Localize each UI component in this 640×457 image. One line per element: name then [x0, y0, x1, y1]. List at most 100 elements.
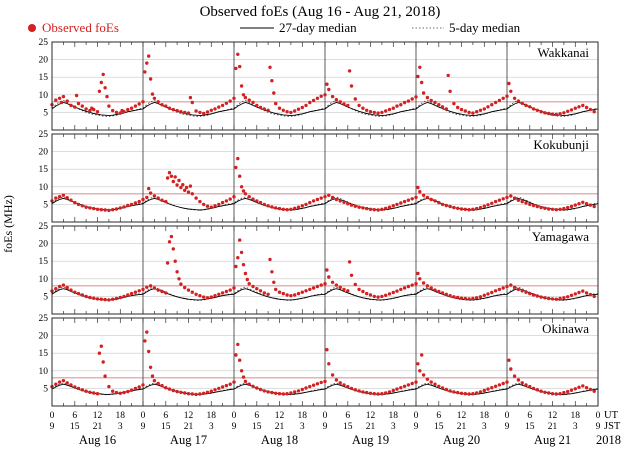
jst-tick-label: 3 — [391, 422, 396, 432]
observed-point — [349, 273, 354, 277]
observed-point — [238, 174, 242, 178]
observed-point — [475, 296, 479, 300]
observed-point — [357, 287, 361, 292]
observed-point — [179, 390, 183, 394]
observed-point — [73, 105, 77, 109]
observed-point — [160, 103, 164, 107]
observed-point — [478, 295, 483, 299]
observed-point — [512, 96, 517, 101]
observed-point — [194, 109, 198, 113]
jst-tick-label: 3 — [482, 422, 487, 432]
observed-point — [183, 285, 187, 290]
observed-point — [228, 288, 232, 292]
observed-point — [429, 380, 433, 384]
observed-point — [289, 294, 293, 298]
observed-point — [99, 208, 104, 212]
observed-point — [347, 260, 352, 264]
observed-point — [147, 186, 151, 191]
observed-point — [584, 105, 589, 110]
observed-point — [410, 197, 414, 201]
observed-point — [577, 385, 581, 389]
day-label: Aug 21 — [534, 433, 571, 447]
observed-point — [213, 204, 217, 208]
observed-point — [188, 184, 193, 188]
observed-point — [198, 294, 202, 298]
ut-tick-label: 6 — [436, 411, 441, 421]
observed-point — [486, 387, 490, 391]
observed-point — [262, 107, 266, 111]
observed-point — [308, 384, 312, 389]
observed-point — [224, 289, 229, 294]
observed-point — [429, 286, 433, 290]
observed-point — [205, 110, 210, 114]
observed-point — [420, 353, 424, 357]
observed-point — [387, 205, 392, 209]
observed-point — [236, 52, 240, 56]
observed-point — [482, 293, 486, 297]
observed-point — [129, 106, 134, 110]
observed-point — [414, 282, 418, 286]
observed-point — [573, 292, 577, 296]
observed-point — [425, 377, 430, 381]
observed-point — [482, 107, 486, 111]
ut-tick-label: 12 — [184, 411, 194, 421]
observed-point — [145, 61, 149, 65]
observed-point — [315, 197, 320, 202]
observed-point — [418, 65, 422, 70]
observed-point — [165, 176, 170, 180]
observed-point — [325, 268, 329, 272]
observed-point — [84, 205, 88, 209]
jst-tick-label: 3 — [300, 422, 305, 432]
observed-point — [198, 110, 202, 115]
y-tick-label: 10 — [39, 367, 49, 377]
observed-point — [65, 99, 69, 103]
jst-tick-label: 15 — [161, 422, 171, 432]
observed-point — [346, 202, 350, 206]
observed-point — [342, 102, 346, 106]
observed-point — [57, 284, 62, 289]
observed-point — [241, 263, 246, 267]
observed-point — [202, 111, 206, 116]
observed-point — [425, 284, 430, 288]
observed-point — [368, 391, 373, 395]
observed-point — [80, 388, 85, 392]
observed-point — [516, 99, 521, 103]
observed-point — [133, 290, 138, 294]
observed-point — [416, 74, 420, 79]
observed-point — [304, 289, 308, 293]
observed-point — [528, 384, 532, 389]
y-tick-label: 5 — [43, 292, 48, 302]
observed-point — [258, 105, 263, 110]
ut-tick-label: 12 — [457, 411, 467, 421]
observed-point — [126, 107, 130, 112]
observed-point — [380, 207, 384, 211]
y-tick-label: 20 — [39, 332, 49, 342]
observed-point — [258, 387, 263, 392]
y-tick-label: 15 — [39, 165, 49, 175]
observed-point — [247, 98, 251, 102]
observed-point — [243, 379, 248, 384]
observed-point — [281, 108, 285, 113]
observed-point — [300, 105, 304, 110]
observed-point — [384, 391, 388, 395]
observed-point — [315, 382, 320, 386]
observed-point — [319, 380, 323, 385]
observed-point — [531, 293, 536, 297]
y-tick-label: 5 — [43, 384, 48, 394]
observed-point — [581, 384, 585, 388]
observed-point — [368, 207, 373, 211]
observed-point — [167, 106, 172, 110]
observed-point — [156, 381, 160, 386]
observed-point — [349, 386, 354, 391]
observed-point — [588, 292, 593, 297]
observed-point — [592, 294, 596, 299]
observed-point — [327, 362, 331, 366]
observed-point — [566, 295, 570, 299]
observed-point — [247, 195, 251, 199]
observed-point — [296, 107, 301, 111]
median27-line — [51, 197, 599, 211]
observed-point — [152, 286, 157, 290]
observed-point — [507, 81, 511, 86]
observed-point — [156, 196, 160, 200]
observed-point — [311, 286, 316, 290]
